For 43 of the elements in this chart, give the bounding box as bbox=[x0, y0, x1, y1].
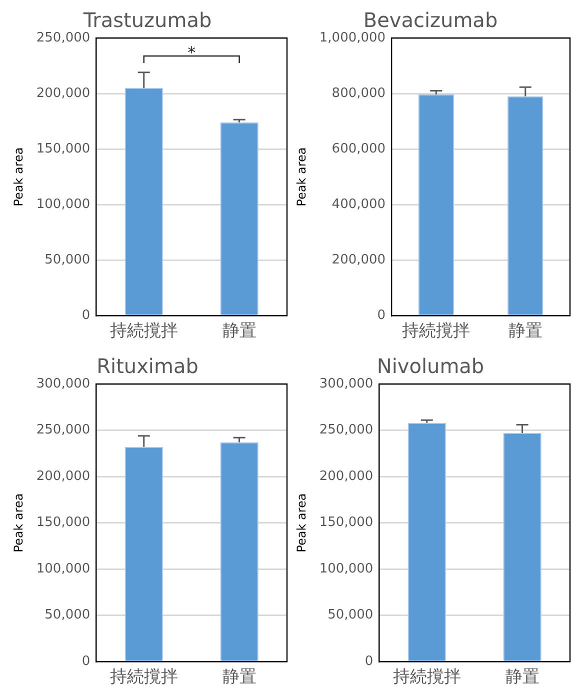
y-tick-label: 100,000 bbox=[319, 561, 374, 576]
x-tick-label: 静置 bbox=[508, 321, 542, 342]
y-axis-title: Peak area bbox=[294, 147, 308, 206]
y-axis-title: Peak area bbox=[11, 493, 26, 552]
y-axis-title: Peak area bbox=[294, 493, 308, 552]
y-tick-label: 150,000 bbox=[319, 515, 374, 530]
y-tick-label: 200,000 bbox=[319, 468, 374, 484]
y-tick-label: 250,000 bbox=[36, 30, 90, 46]
y-tick-label: 50,000 bbox=[328, 608, 374, 623]
y-tick-label: 300,000 bbox=[36, 376, 90, 392]
y-tick-label: 200,000 bbox=[332, 252, 386, 268]
y-tick-label: 250,000 bbox=[319, 422, 374, 438]
y-tick-label: 150,000 bbox=[36, 141, 90, 156]
y-tick-label: 200,000 bbox=[36, 468, 90, 484]
y-tick-label: 100,000 bbox=[36, 196, 90, 212]
y-tick-label: 1,000,000 bbox=[319, 30, 386, 46]
y-tick-label: 0 bbox=[82, 654, 90, 669]
chart-title: Rituximab bbox=[96, 354, 198, 378]
y-tick-label: 150,000 bbox=[36, 515, 90, 530]
x-tick-label: 静置 bbox=[505, 667, 540, 688]
annotation: * bbox=[188, 43, 196, 62]
x-tick-label: 持続撹拌 bbox=[402, 321, 470, 342]
y-tick-label: 0 bbox=[82, 308, 90, 323]
x-tick-label: 持続撹拌 bbox=[392, 667, 461, 688]
y-tick-label: 0 bbox=[377, 308, 386, 323]
y-axis-title: Peak area bbox=[11, 147, 26, 206]
x-tick-label: 持続撹拌 bbox=[110, 667, 178, 688]
y-tick-label: 400,000 bbox=[332, 196, 386, 212]
x-tick-label: 持続撹拌 bbox=[110, 321, 178, 342]
y-tick-label: 600,000 bbox=[332, 141, 386, 156]
y-tick-label: 200,000 bbox=[36, 86, 90, 101]
y-tick-label: 0 bbox=[364, 654, 374, 669]
chart-title: Nivolumab bbox=[376, 354, 484, 378]
y-tick-label: 50,000 bbox=[44, 608, 90, 623]
x-tick-label: 静置 bbox=[222, 667, 256, 688]
y-tick-label: 300,000 bbox=[319, 376, 374, 392]
y-tick-label: 800,000 bbox=[332, 86, 386, 101]
x-tick-label: 静置 bbox=[222, 321, 256, 342]
chart-title: Trastuzumab bbox=[82, 8, 212, 32]
y-tick-label: 250,000 bbox=[36, 422, 90, 438]
y-tick-label: 100,000 bbox=[36, 561, 90, 576]
y-tick-label: 50,000 bbox=[44, 252, 90, 268]
chart-title: Bevacizumab bbox=[363, 8, 498, 32]
